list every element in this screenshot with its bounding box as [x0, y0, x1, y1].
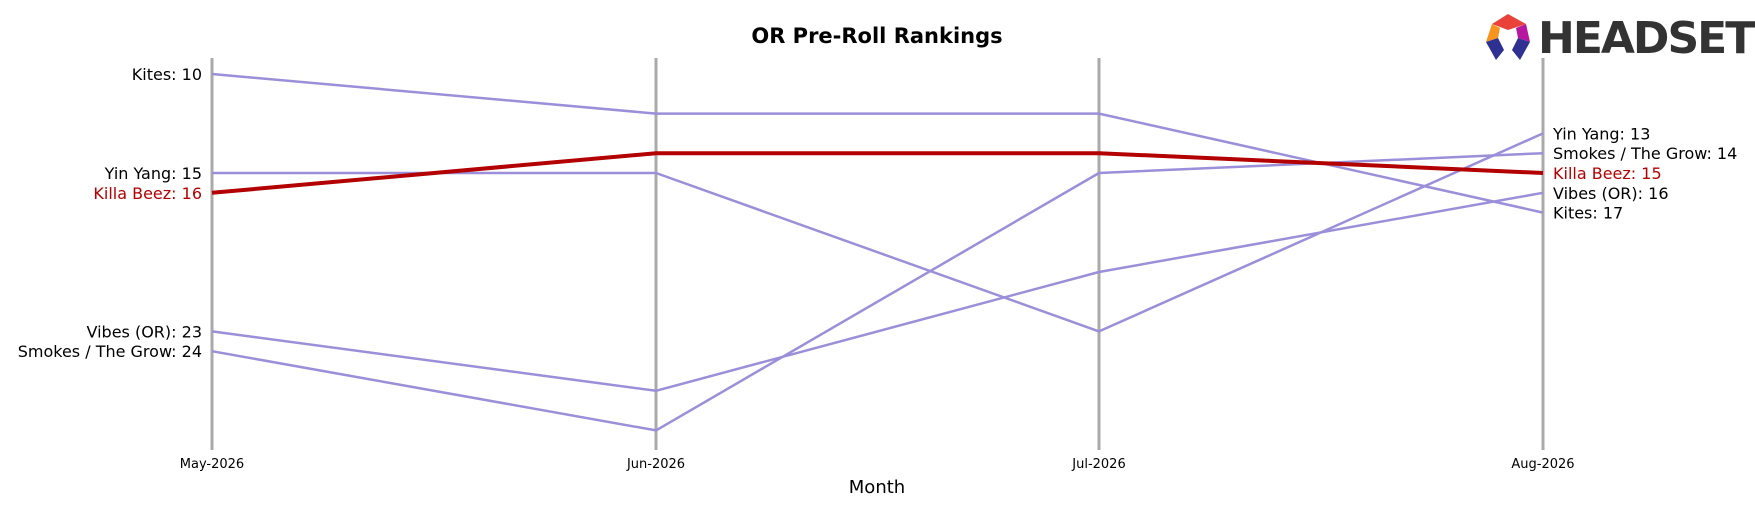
series-line-kites — [211, 72, 1544, 214]
right-label-2: Killa Beez: 15 — [1553, 164, 1662, 183]
series-lines — [211, 72, 1544, 432]
headset-logo: HEADSET — [1486, 13, 1755, 64]
chart-title: OR Pre-Roll Rankings — [751, 24, 1002, 48]
left-label-2: Killa Beez: 16 — [93, 184, 202, 203]
series-line-smokes-the-grow — [211, 151, 1544, 432]
x-tick-labels: May-2026 Jun-2026 Jul-2026 Aug-2026 — [180, 457, 1575, 472]
left-label-1: Yin Yang: 15 — [104, 164, 202, 183]
x-tick-label-1: Jun-2026 — [626, 457, 685, 472]
series-line-vibes-or- — [211, 191, 1544, 393]
x-axis-title: Month — [849, 477, 905, 498]
right-label-4: Kites: 17 — [1553, 204, 1623, 223]
right-label-3: Vibes (OR): 16 — [1553, 184, 1669, 203]
x-tick-label-0: May-2026 — [180, 457, 244, 472]
x-tick-label-3: Aug-2026 — [1511, 457, 1574, 472]
logo-wordmark: HEADSET — [1538, 13, 1755, 64]
left-label-0: Kites: 10 — [132, 65, 202, 84]
month-gridlines — [210, 58, 1545, 450]
x-tick-label-2: Jul-2026 — [1071, 457, 1125, 472]
right-label-1: Smokes / The Grow: 14 — [1553, 144, 1737, 163]
right-label-0: Yin Yang: 13 — [1552, 124, 1650, 143]
left-label-3: Vibes (OR): 23 — [87, 322, 203, 341]
series-line-killa-beez — [211, 151, 1544, 195]
left-label-4: Smokes / The Grow: 24 — [18, 342, 202, 361]
